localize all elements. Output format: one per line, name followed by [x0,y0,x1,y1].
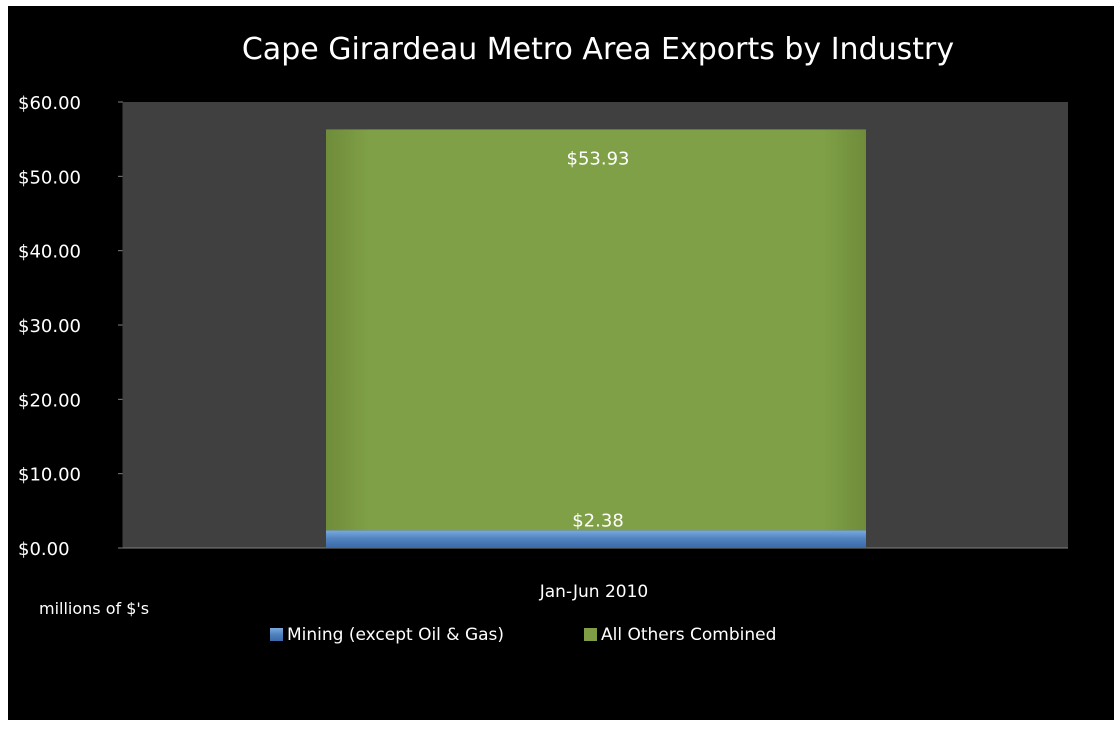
y-tick-label: $10.00 [18,465,81,486]
x-category-label: Jan-Jun 2010 [539,582,649,602]
legend-item-all-others: All Others Combined [584,625,776,645]
bar-segment-mining [326,530,866,548]
data-label-all-others: $53.93 [567,148,630,169]
chart-svg: Cape Girardeau Metro Area Exports by Ind… [18,32,1068,645]
bars [326,129,866,548]
legend-item-mining: Mining (except Oil & Gas) [270,625,504,645]
y-axis-title: millions of $'s [39,599,149,618]
y-tick-label: $60.00 [18,93,81,114]
chart-title: Cape Girardeau Metro Area Exports by Ind… [242,32,954,67]
y-tick-label: $0.00 [18,539,70,560]
y-tick-label: $30.00 [18,316,81,337]
legend-label-all-others: All Others Combined [601,625,776,645]
chart-area: Cape Girardeau Metro Area Exports by Ind… [8,6,1114,720]
y-tick-label: $20.00 [18,390,81,411]
y-axis-ticks: $0.00 $10.00 $20.00 $30.00 $40.00 $50.00 $60.0… [18,93,123,560]
bar-labels: $2.38 $53.93 [567,148,630,531]
legend-label-mining: Mining (except Oil & Gas) [287,625,504,645]
legend-swatch-all-others [584,628,597,641]
y-tick-label: $40.00 [18,242,81,263]
y-tick-label: $50.00 [18,167,81,188]
data-label-mining: $2.38 [572,510,624,531]
bar-segment-all-others [326,129,866,531]
legend: Mining (except Oil & Gas) All Others Com… [270,625,776,645]
legend-swatch-mining [270,628,283,641]
